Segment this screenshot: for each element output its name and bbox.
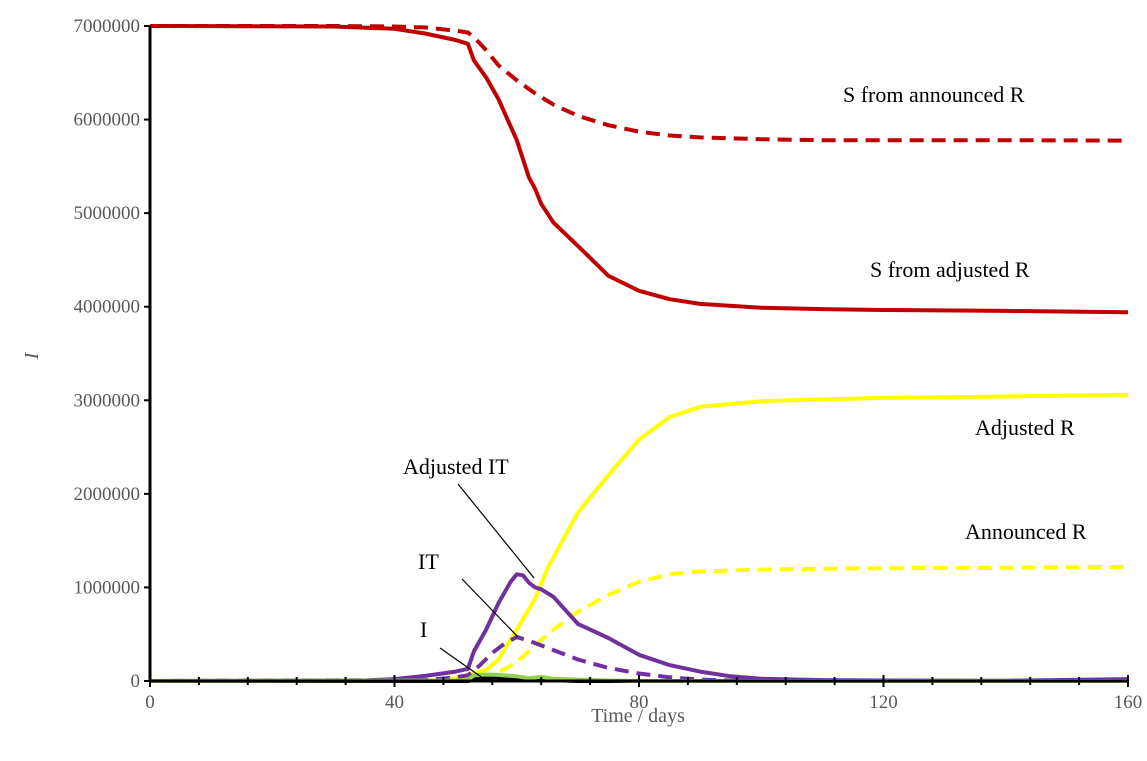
y-tick-label: 5000000 <box>74 203 141 224</box>
annotation-label: IT <box>418 549 439 574</box>
x-tick-label: 0 <box>145 692 155 713</box>
series-line-adjusted-r <box>150 392 1129 683</box>
annotation-label: I <box>420 617 427 642</box>
ticks-layer: 0 1000000 2000000 3000000 4000000 5000000 6000… <box>74 16 1143 713</box>
annotation-label: Adjusted IT <box>403 454 509 479</box>
y-tick-label: 0 <box>131 671 141 692</box>
series-line-s-from-adjusted-r <box>149 24 1129 315</box>
labels-layer: S from announced R S from adjusted R Adjus… <box>403 82 1087 642</box>
series-line-adjusted-it <box>149 572 1129 683</box>
series-line-s-from-announced-r <box>150 24 1129 143</box>
x-tick-label: 120 <box>869 692 898 713</box>
annotation-label: Adjusted R <box>975 415 1075 440</box>
y-tick-label: 2000000 <box>74 484 141 505</box>
y-axis-title: I <box>21 351 43 360</box>
y-tick-label: 7000000 <box>74 16 141 37</box>
series-layer <box>149 24 1129 683</box>
y-tick-label: 1000000 <box>74 577 141 598</box>
annotation-leader <box>461 578 519 638</box>
annotation-label: S from adjusted R <box>870 257 1030 282</box>
x-tick-label: 80 <box>630 692 649 713</box>
annotation-leader <box>457 483 535 579</box>
leaders-layer <box>439 483 535 682</box>
annotation-label: Announced R <box>965 519 1087 544</box>
y-tick-label: 3000000 <box>74 390 141 411</box>
y-tick-label: 4000000 <box>74 297 141 318</box>
series-line-it <box>149 635 1128 683</box>
annotation-leader <box>439 647 488 682</box>
x-tick-label: 40 <box>385 692 404 713</box>
annotation-label: S from announced R <box>843 82 1025 107</box>
y-tick-label: 6000000 <box>74 110 141 131</box>
x-axis-title: Time / days <box>591 705 685 727</box>
x-tick-label: 160 <box>1114 692 1143 713</box>
series-line-announced-r <box>150 564 1129 683</box>
